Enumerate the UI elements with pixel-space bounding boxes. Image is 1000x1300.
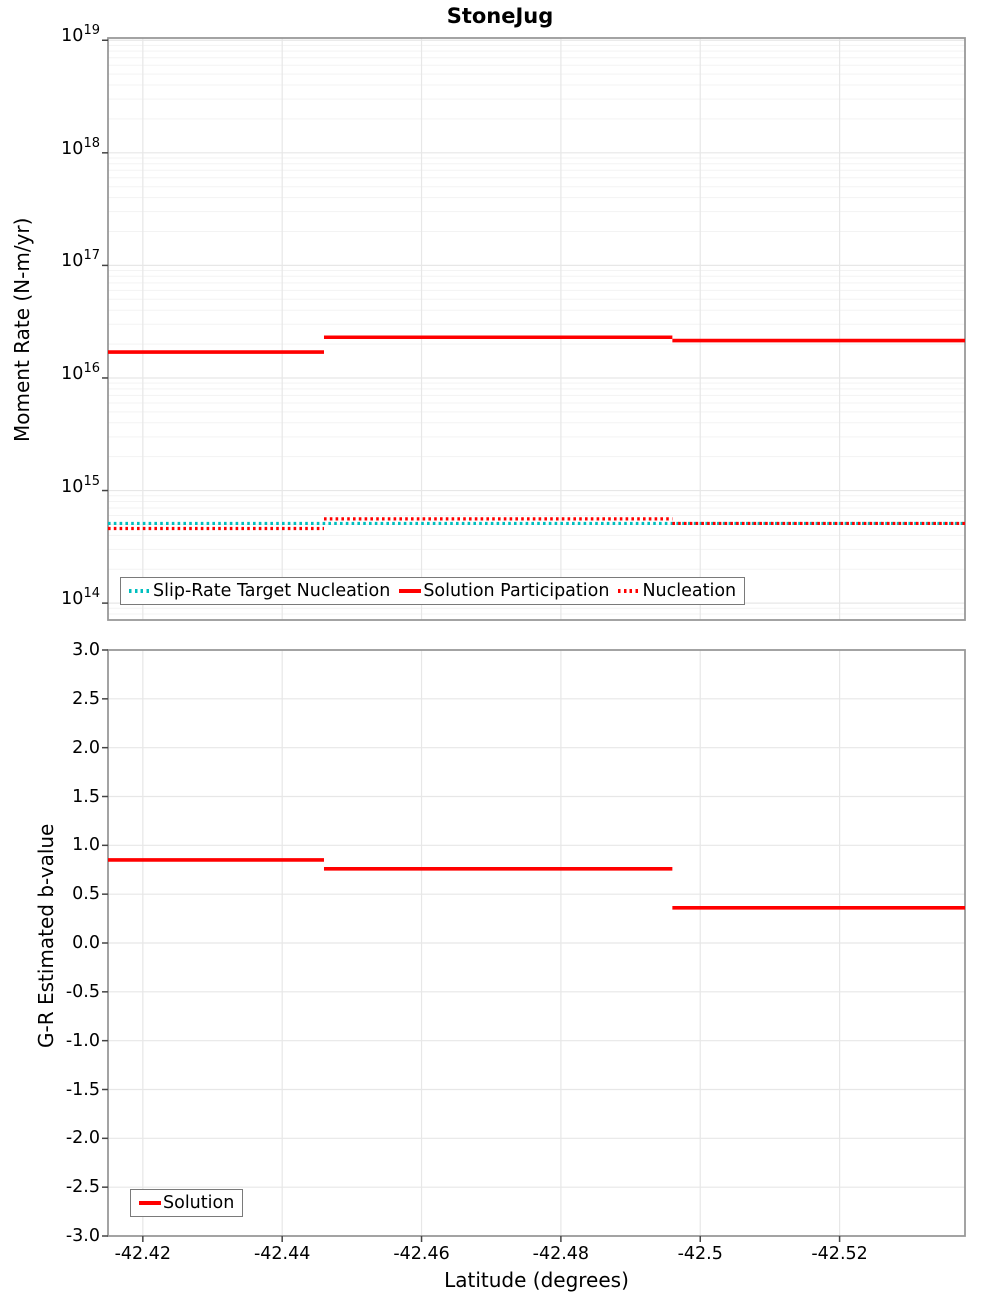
legend-entry-solution: Solution [139, 1193, 234, 1213]
legend-entry-solution-participation: Solution Participation [399, 581, 609, 601]
y-tick-label-moment-rate: 1016 [61, 360, 100, 384]
y-tick-label-moment-rate: 1014 [61, 586, 100, 610]
y-tick-label-b-value: -3.0 [65, 1226, 100, 1246]
x-tick-label: -42.5 [677, 1244, 723, 1264]
y-tick-label-b-value: 1.5 [72, 786, 100, 807]
x-tick-label: -42.46 [393, 1244, 450, 1264]
x-tick-label: -42.48 [532, 1244, 590, 1264]
y-tick-label-b-value: 0.0 [72, 933, 100, 953]
solution-participation-line-swatch [399, 589, 422, 593]
y-tick-label-b-value: 2.5 [72, 688, 100, 709]
y-tick-label-b-value: -2.5 [65, 1177, 100, 1198]
legend-b-value: Solution [130, 1189, 244, 1217]
y-axis-label-moment-rate: Moment Rate (N-m/yr) [10, 217, 34, 442]
legend-entry-slip-rate-target: Slip-Rate Target Nucleation [129, 581, 390, 601]
y-tick-label-b-value: -0.5 [65, 981, 100, 1002]
x-tick-label: -42.44 [253, 1244, 311, 1264]
y-tick-label-moment-rate: 1017 [61, 248, 100, 272]
y-tick-label-moment-rate: 1019 [61, 23, 100, 47]
legend-moment-rate: Slip-Rate Target Nucleation Solution Par… [120, 577, 746, 605]
y-tick-label-b-value: -2.0 [65, 1128, 100, 1149]
slip-rate-target-line-swatch [129, 589, 151, 593]
y-tick-label-b-value: -1.5 [65, 1079, 100, 1100]
figure-title: StoneJug [446, 4, 554, 28]
legend-label-slip-rate-target: Slip-Rate Target Nucleation [153, 581, 391, 601]
y-tick-label-b-value: 2.0 [72, 737, 100, 758]
y-tick-label-b-value: -1.0 [65, 1030, 100, 1051]
legend-label-solution: Solution [163, 1193, 235, 1213]
y-tick-label-b-value: 0.5 [72, 884, 100, 905]
legend-label-nucleation: Nucleation [642, 581, 737, 601]
y-tick-label-moment-rate: 1015 [61, 473, 100, 497]
y-tick-label-moment-rate: 1018 [61, 135, 100, 159]
y-tick-label-b-value: 3.0 [72, 640, 100, 660]
x-tick-label: -42.52 [811, 1244, 868, 1264]
y-tick-label-b-value: 1.0 [72, 835, 100, 856]
nucleation-line-swatch [618, 589, 641, 593]
legend-entry-nucleation: Nucleation [618, 581, 736, 601]
x-axis-label: Latitude (degrees) [444, 1268, 629, 1292]
x-tick-label: -42.42 [114, 1244, 172, 1264]
solution-line-swatch [139, 1201, 161, 1205]
legend-label-solution-participation: Solution Participation [423, 581, 610, 601]
